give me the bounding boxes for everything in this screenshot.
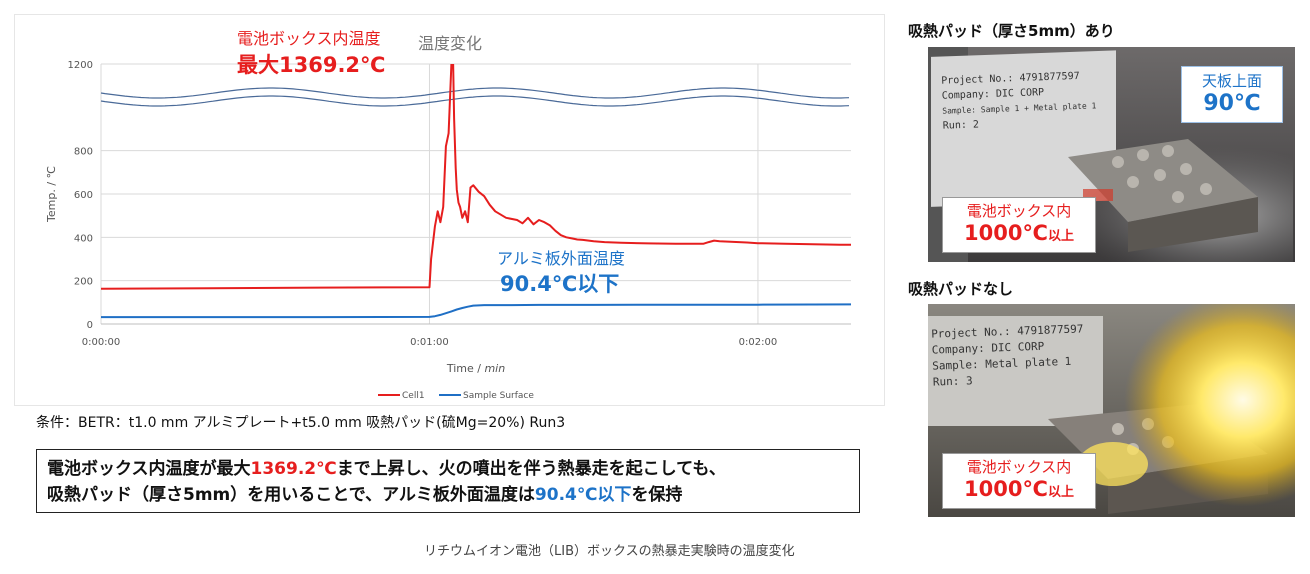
box-inside-temp-line: 1000℃以上 (943, 477, 1095, 501)
top-surface-temp: 90℃ (1203, 91, 1261, 116)
series-line-cell1 (101, 64, 851, 290)
summary-line-2: 吸熱パッド（厚さ5mm）を用いることで、アルミ板外面温度は90.4℃以下を保持 (47, 482, 849, 508)
box-inside-temp-line: 1000℃以上 (943, 221, 1095, 245)
y-tick-label: 1200 (68, 60, 93, 71)
box-inside-label-bottom: 電池ボックス内 1000℃以上 (942, 453, 1096, 509)
box-inside-label-text: 電池ボックス内 (966, 202, 1072, 220)
top-surface-label-text: 天板上面 (1201, 72, 1262, 90)
wave-decoration-line (100, 95, 850, 107)
x-axis-label: Time / min (446, 362, 505, 375)
x-tick-label: 0:00:00 (82, 337, 121, 348)
box-inside-label-top: 電池ボックス内 1000℃以上 (942, 197, 1096, 253)
box-inside-label-text: 電池ボックス内 (966, 458, 1072, 476)
summary-box: 電池ボックス内温度が最大1369.2℃まで上昇し、火の噴出を伴う熱暴走を起こして… (36, 449, 860, 513)
y-tick-label: 400 (74, 233, 93, 244)
x-axis-unit: min (484, 362, 505, 375)
series-line-sample-surface (101, 303, 851, 319)
top-surface-label: 天板上面 90℃ (1181, 66, 1283, 123)
x-tick-label: 0:01:00 (410, 337, 449, 348)
wave-decoration-line (100, 87, 850, 99)
photo-top-title: 吸熱パッド（厚さ5mm）あり (908, 22, 1115, 40)
condition-text: 条件：BETR：t1.0 mm アルミプレート+t5.0 mm 吸熱パッド(硫M… (36, 415, 566, 431)
summary-line-1: 電池ボックス内温度が最大1369.2℃まで上昇し、火の噴出を伴う熱暴走を起こして… (47, 456, 849, 482)
photo-with-pad: Project No.: 4791877597 Company: DIC COR… (928, 47, 1295, 262)
box-inside-temp-suffix: 以上 (1047, 229, 1074, 244)
y-tick-label: 600 (74, 190, 93, 201)
legend-label: Cell1 (402, 391, 425, 401)
y-tick-label: 0 (87, 320, 93, 331)
callout-red-label: 電池ボックス内温度 (237, 29, 381, 48)
photo-top-sheet: Project No.: 4791877597 Company: DIC COR… (941, 68, 1097, 133)
callout-blue-value: 90.4℃以下 (500, 272, 620, 296)
box-inside-temp: 1000℃ (964, 221, 1048, 245)
summary-line-1-b: まで上昇し、火の噴出を伴う熱暴走を起こしても、 (336, 459, 726, 479)
summary-surface-temp: 90.4℃以下 (534, 485, 632, 505)
y-axis-label: Temp. / ℃ (45, 166, 58, 223)
photo-bottom-title: 吸熱パッドなし (908, 280, 1014, 298)
box-inside-temp: 1000℃ (964, 477, 1048, 501)
temperature-chart: 0 200 400 600 800 1200 0:00:00 0:01:00 0:02:00 Te… (14, 14, 885, 406)
chart-title: 温度変化 (418, 34, 483, 53)
summary-line-1-a: 電池ボックス内温度が最大 (47, 459, 251, 479)
summary-line-2-b: を保持 (631, 485, 683, 505)
callout-blue-label: アルミ板外面温度 (497, 249, 625, 268)
callout-red-value: 最大1369.2℃ (237, 53, 386, 77)
y-tick-label: 800 (74, 147, 93, 158)
figure-caption: リチウムイオン電池（LIB）ボックスの熱暴走実験時の温度変化 (424, 544, 795, 559)
x-tick-label: 0:02:00 (739, 337, 778, 348)
summary-line-2-a: 吸熱パッド（厚さ5mm）を用いることで、アルミ板外面温度は (47, 485, 535, 505)
chart-svg: 0 200 400 600 800 1200 0:00:00 0:01:00 0:02:00 Te… (45, 60, 851, 401)
y-tick-label: 200 (74, 277, 93, 288)
photo-without-pad: Project No.: 4791877597 Company: DIC COR… (928, 304, 1295, 517)
summary-max-temp: 1369.2℃ (250, 459, 337, 479)
photo-bottom-sheet: Project No.: 4791877597 Company: DIC COR… (931, 321, 1085, 390)
legend-label: Sample Surface (463, 391, 534, 401)
box-inside-temp-suffix: 以上 (1047, 485, 1074, 500)
